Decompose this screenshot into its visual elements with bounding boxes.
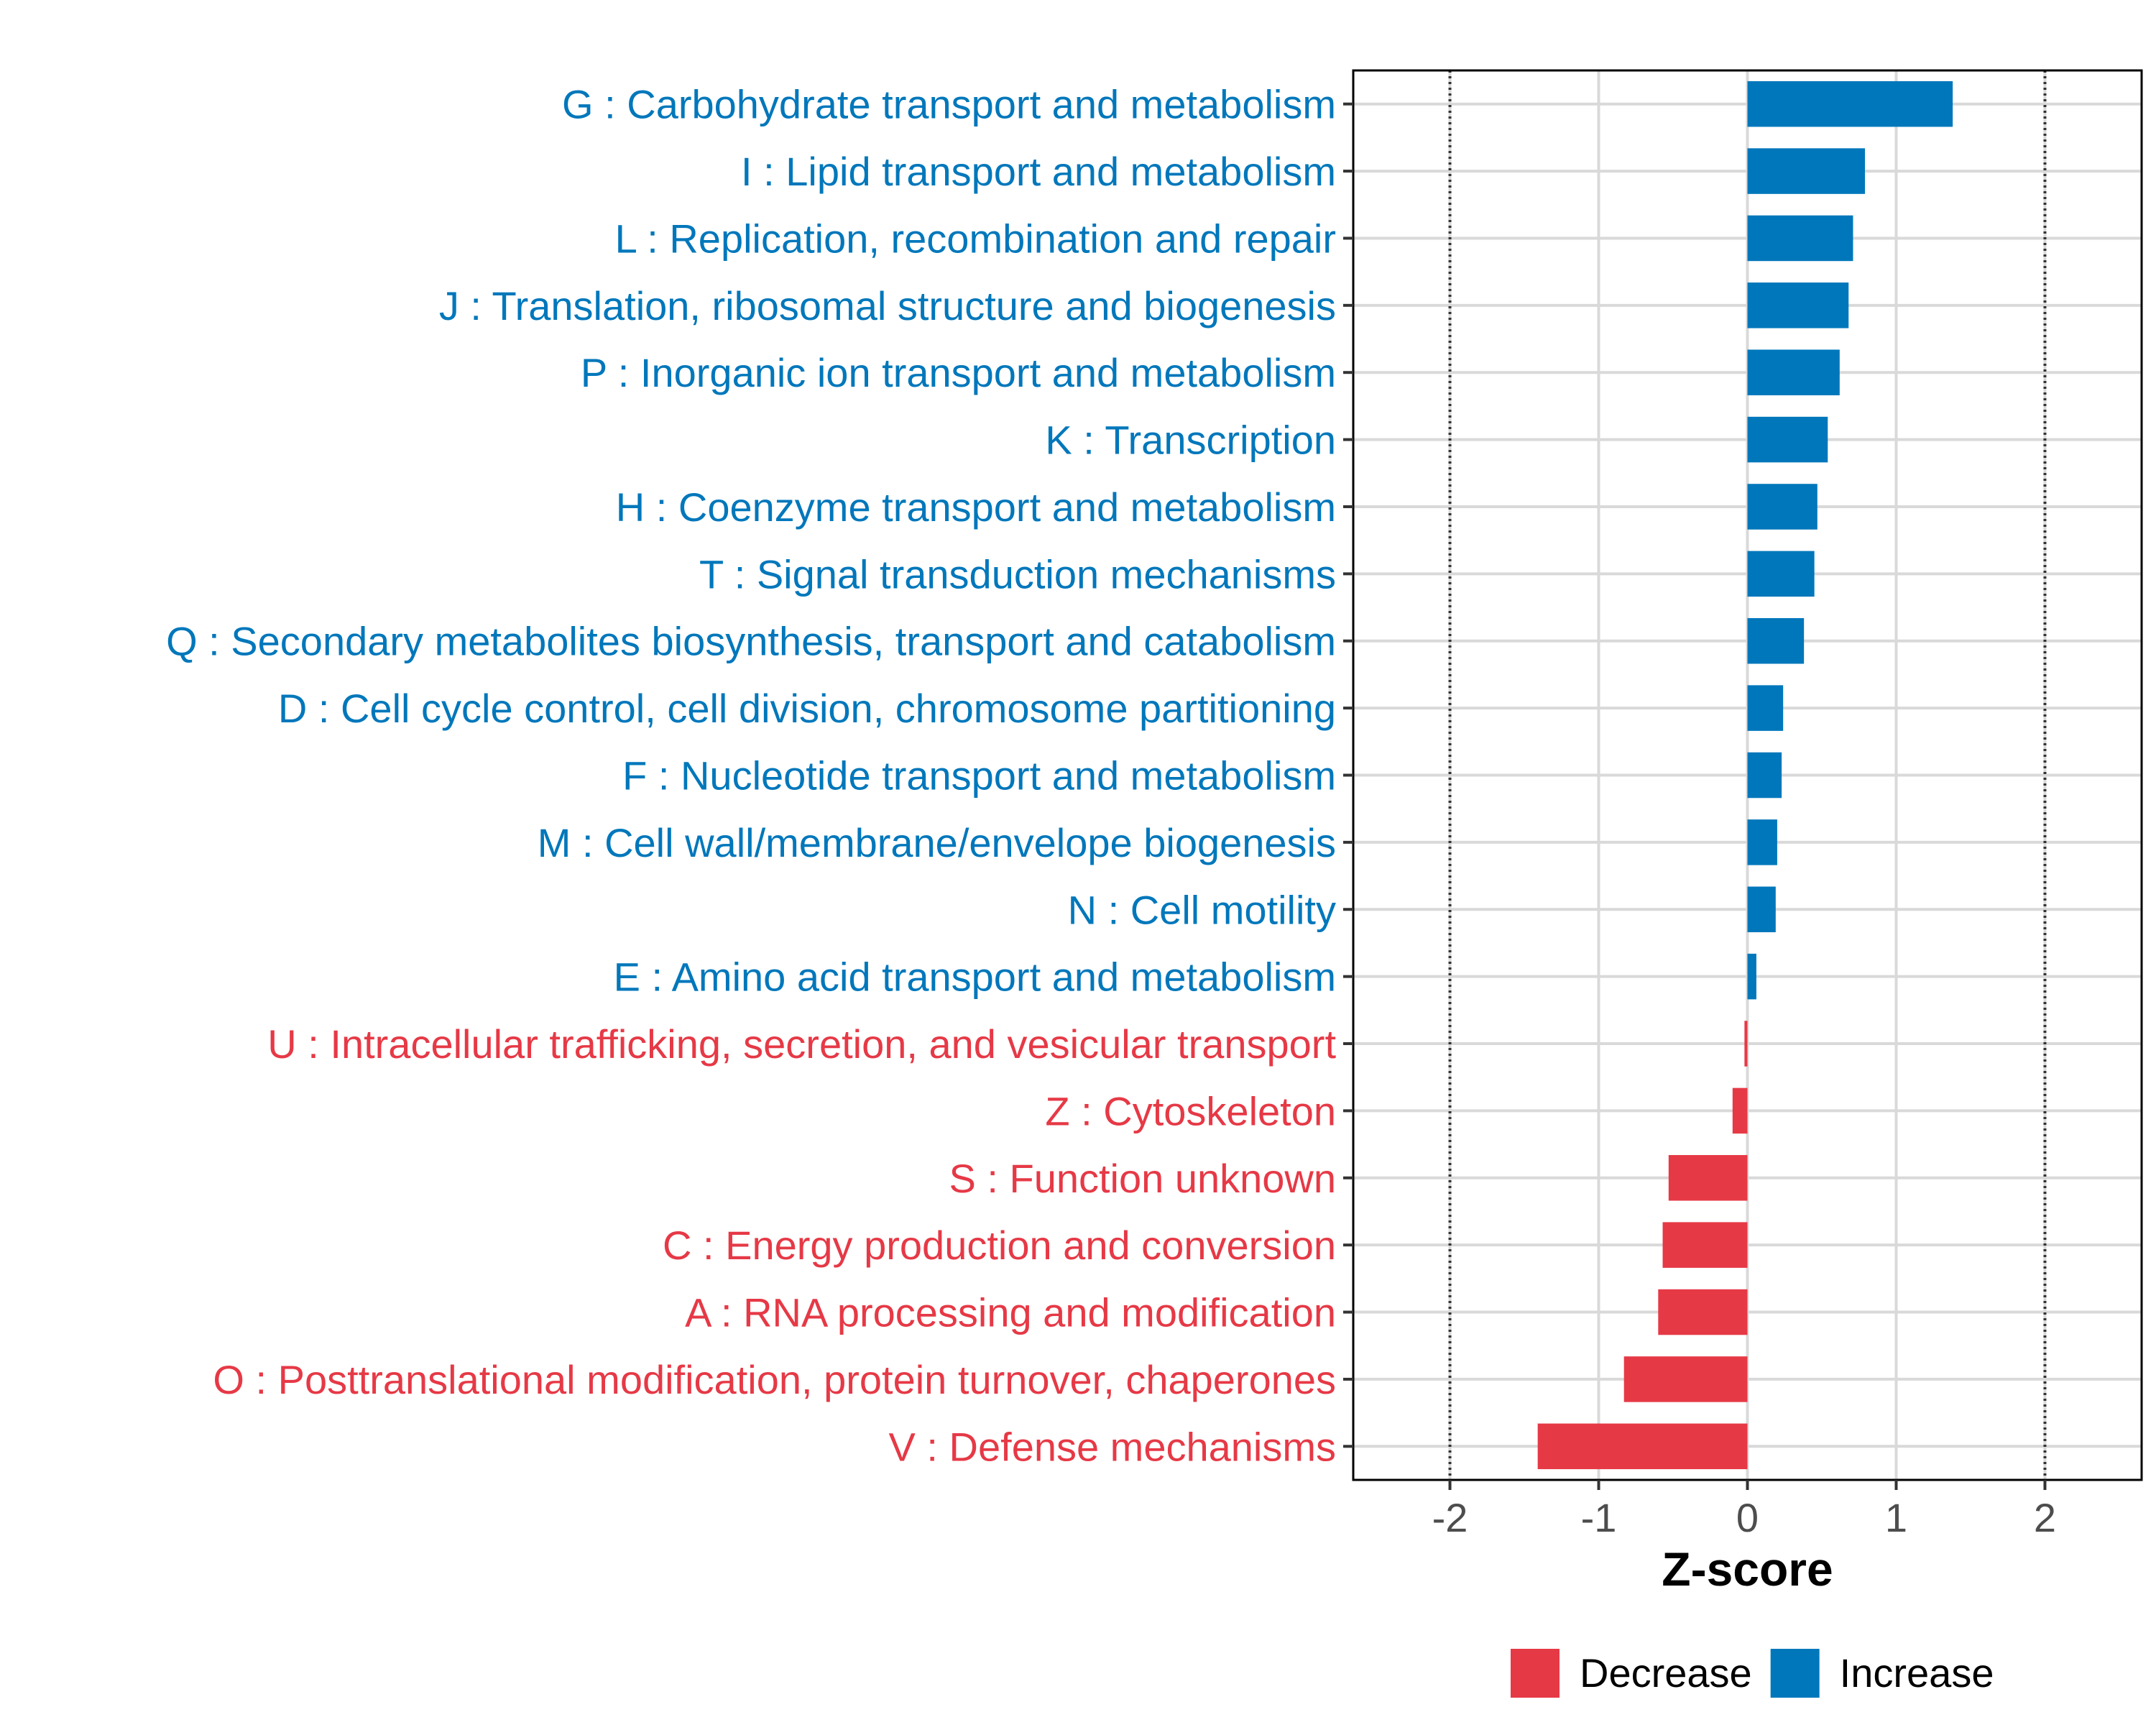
bar [1747,752,1782,799]
category-label: Q : Secondary metabolites biosynthesis, … [166,619,1336,664]
x-axis-ticks: -2 -1 0 1 2 [1432,1480,2056,1540]
category-label: O : Posttranslational modification, prot… [213,1357,1336,1402]
y-axis-ticks [1343,102,1353,1448]
category-label: S : Function unknown [949,1156,1336,1201]
category-label: P : Inorganic ion transport and metaboli… [581,350,1336,395]
bar [1747,617,1805,664]
category-label: Z : Cytoskeleton [1045,1088,1336,1133]
bar [1747,215,1853,262]
category-label: F : Nucleotide transport and metabolism [622,753,1336,799]
bar [1747,551,1815,597]
category-label: D : Cell cycle control, cell division, c… [278,686,1336,731]
category-label: M : Cell wall/membrane/envelope biogenes… [538,820,1336,865]
category-label: I : Lipid transport and metabolism [741,149,1336,194]
bar [1662,1222,1748,1268]
x-tick-label: 1 [1885,1495,1907,1540]
category-label: J : Translation, ribosomal structure and… [439,283,1336,328]
legend-swatch-decrease [1511,1649,1560,1698]
category-label: N : Cell motility [1068,887,1336,932]
legend-label-increase: Increase [1840,1650,1994,1696]
bar [1747,282,1849,328]
bar [1623,1356,1748,1402]
bar [1747,886,1776,933]
x-tick-label: -1 [1581,1495,1617,1540]
category-label: G : Carbohydrate transport and metabolis… [562,82,1336,127]
bar [1658,1289,1748,1335]
category-label: A : RNA processing and modification [685,1290,1336,1335]
bar [1744,1021,1748,1067]
category-label: T : Signal transduction mechanisms [699,551,1336,597]
category-label: K : Transcription [1045,418,1336,463]
legend-swatch-increase [1770,1649,1820,1698]
bar [1747,148,1866,194]
x-tick-label: -2 [1432,1495,1468,1540]
bar [1747,80,1953,127]
category-label: L : Replication, recombination and repai… [615,216,1336,261]
bar [1732,1087,1748,1134]
x-axis-title: Z-score [1662,1542,1833,1596]
legend: Decrease Increase [1511,1649,1994,1698]
x-tick-label: 0 [1736,1495,1759,1540]
reference-lines [1448,70,2047,1480]
category-label: C : Energy production and conversion [663,1223,1336,1268]
bars [1537,80,1953,1470]
y-axis-labels: G : Carbohydrate transport and metabolis… [166,82,1336,1470]
legend-label-decrease: Decrease [1580,1650,1752,1696]
bar [1747,349,1840,395]
category-label: H : Coenzyme transport and metabolism [616,484,1336,530]
category-label: E : Amino acid transport and metabolism [614,954,1336,1000]
bar [1668,1155,1748,1201]
bar [1747,484,1818,530]
category-label: V : Defense mechanisms [889,1424,1336,1469]
x-tick-label: 2 [2034,1495,2056,1540]
bar [1747,416,1828,463]
bar [1747,819,1777,865]
bar [1747,953,1756,1000]
bar [1537,1423,1748,1470]
bar [1747,685,1784,731]
category-label: U : Intracellular trafficking, secretion… [267,1021,1336,1067]
